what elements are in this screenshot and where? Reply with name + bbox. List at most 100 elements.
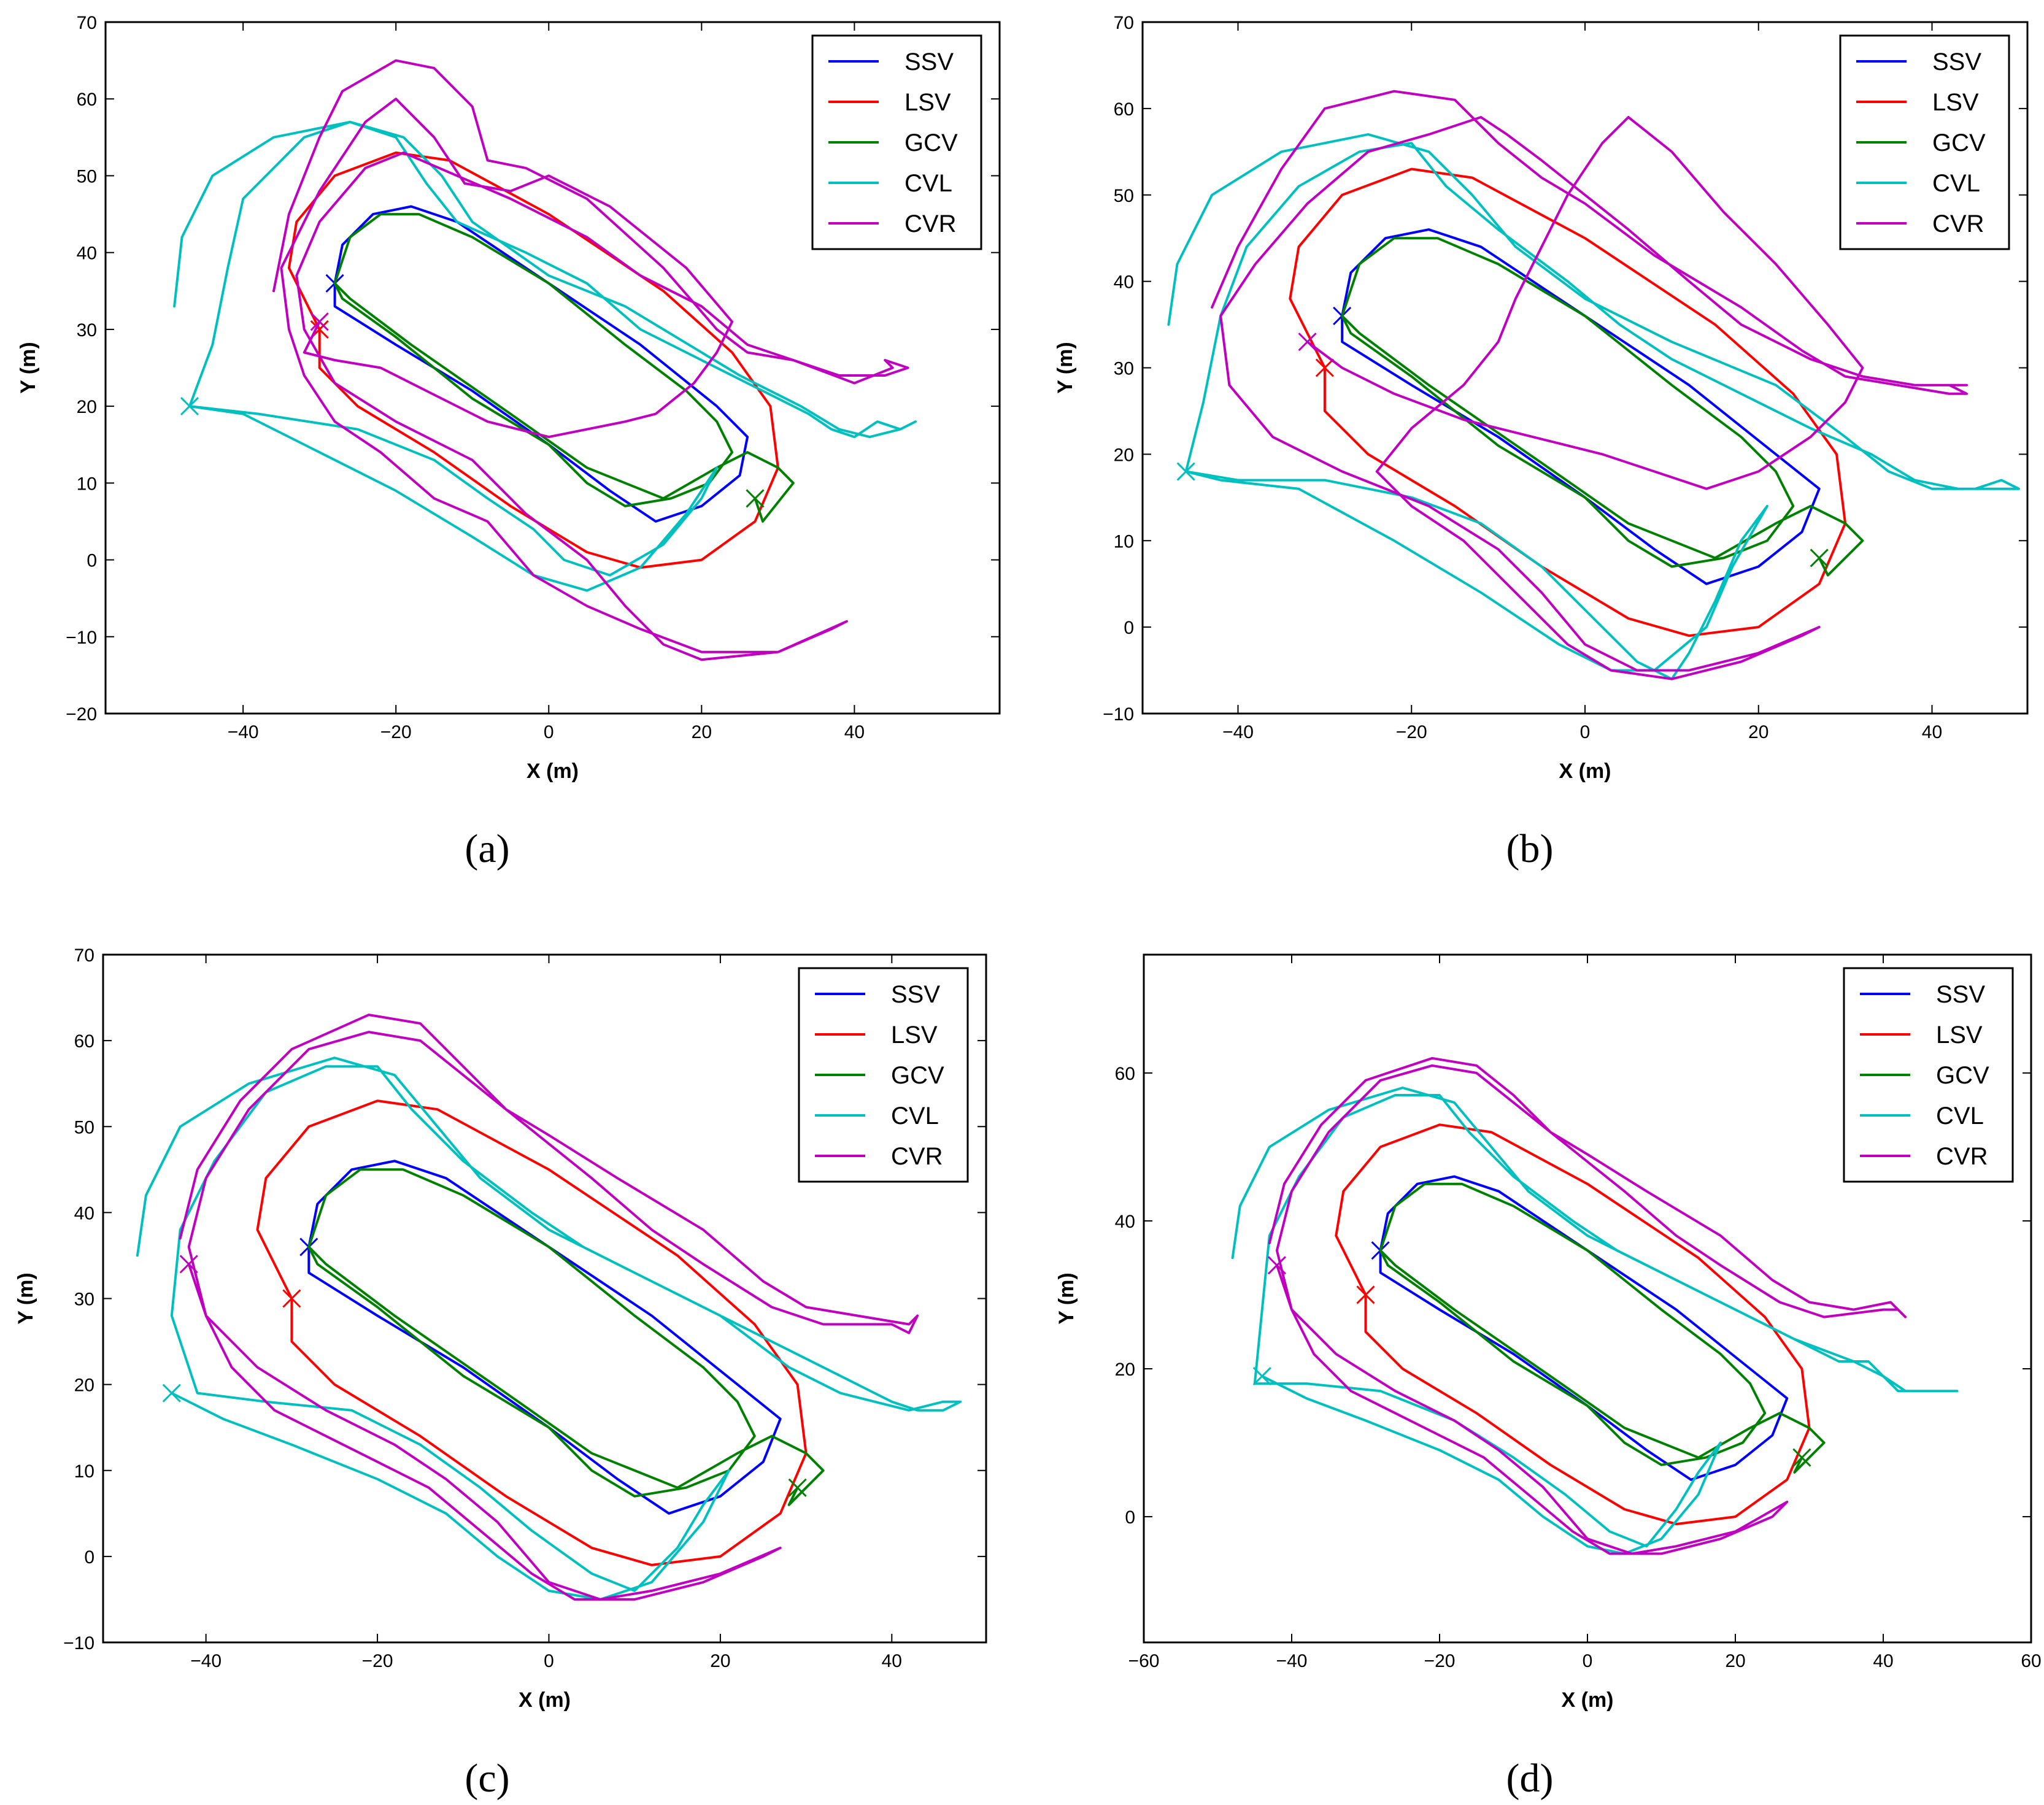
panel-a-ytick-label: 20 [77, 397, 97, 417]
panel-a-legend-label-cvr: CVR [904, 210, 956, 237]
panel-d-ylabel: Y (m) [1055, 1272, 1078, 1324]
panel-a-frame [104, 21, 1001, 715]
panel-b-ytick-label: 20 [1114, 445, 1134, 465]
panel-b-endmark-cvl [1176, 462, 1195, 481]
panel-c-ytick-label: 50 [74, 1117, 94, 1137]
panel-d-endmark-gcv [1792, 1448, 1811, 1467]
panel-d-xtick-label: −40 [1276, 1651, 1308, 1671]
panel-a-legend-label-cvl: CVL [904, 170, 952, 197]
panel-d: −60 −40 −20 0 20 40 60 0 20 40 60 X (m) Y (m) SSV LSV G… [1055, 953, 2042, 1712]
captions: (a) (b) (c) (d) [465, 826, 1553, 1801]
panel-d-endmark-cvr [1267, 1256, 1286, 1275]
panel-d-line-gcv [1379, 1182, 1826, 1474]
panel-d-xtick-label: 40 [1873, 1651, 1893, 1671]
panel-b-series [1167, 90, 2020, 680]
panel-a-ytick-label: 30 [77, 320, 97, 341]
panel-c-ytick-label: 10 [74, 1461, 94, 1482]
panel-c-xtick-label: −20 [362, 1651, 393, 1671]
panel-b-ytick-label: 0 [1124, 618, 1134, 638]
panel-b-ytick-label: 40 [1114, 272, 1134, 293]
panels: −40 −20 0 20 40 −20 −10 0 10 20 30 40 50 60 70 X (m) Y (… [14, 13, 2042, 1712]
panel-a: −40 −20 0 20 40 −20 −10 0 10 20 30 40 50 60 70 X (m) Y (… [17, 13, 1001, 783]
panel-d-line-cvr [1268, 1056, 1907, 1555]
panel-d-line-cvl [1231, 1087, 1959, 1555]
panel-b-endmark-gcv [1810, 548, 1829, 568]
panel-b-xtick-label: 40 [1922, 722, 1942, 742]
panel-a-xtick-label: 0 [544, 722, 554, 742]
panel-a-ytick-label: 70 [77, 13, 97, 33]
panel-c-xtick-label: 40 [882, 1651, 902, 1671]
panel-a-xtick-label: 20 [692, 722, 712, 742]
panel-b-legend-label-gcv: GCV [1932, 129, 1986, 156]
panel-a-xtick-label: 40 [844, 722, 865, 742]
panel-b-ylabel: Y (m) [1054, 342, 1077, 393]
panel-a-ytick-label: 40 [77, 244, 97, 264]
panel-a-legend-label-gcv: GCV [904, 129, 958, 156]
panel-c-xtick-label: 20 [710, 1651, 730, 1671]
panel-a-legend-label-ssv: SSV [904, 48, 954, 75]
caption-b: (b) [1506, 826, 1554, 871]
panel-b-line-lsv [1289, 167, 1847, 637]
panel-c-xtick-label: 0 [544, 1651, 554, 1671]
panel-b-legend: SSV LSV GCV CVL CVR [1839, 34, 2010, 250]
panel-b-xtick-label: 0 [1580, 722, 1591, 742]
panel-d-ytick-label: 20 [1115, 1360, 1135, 1380]
panel-c-line-cvr [179, 1014, 919, 1601]
panel-c-line-lsv [256, 1099, 808, 1566]
panel-d-xtick-label: −20 [1424, 1651, 1456, 1671]
panel-a-endmark-gcv [746, 489, 765, 508]
panel-b-legend-label-cvl: CVL [1932, 170, 1980, 197]
panel-b-line-cvr [1211, 90, 1968, 680]
panel-c-legend-label-cvr: CVR [891, 1143, 943, 1170]
panel-c-line-cvl [136, 1056, 962, 1601]
panel-a-xlabel: X (m) [526, 760, 579, 783]
panel-a-ylabel: Y (m) [17, 342, 40, 393]
panel-b-line-cvl [1167, 133, 2020, 680]
panel-b-legend-label-cvr: CVR [1932, 210, 1984, 237]
panel-c-line-ssv [307, 1160, 782, 1515]
panel-c-ytick-label: 20 [74, 1376, 94, 1396]
panel-b-xtick-label: 20 [1748, 722, 1768, 742]
panel-c-legend: SSV LSV GCV CVL CVR [798, 967, 969, 1183]
panel-a-ytick-label: 0 [87, 551, 97, 571]
panel-d-legend: SSV LSV GCV CVL CVR [1843, 967, 2014, 1183]
panel-b-ytick-label: 60 [1114, 99, 1134, 120]
panel-d-legend-label-lsv: LSV [1936, 1022, 1983, 1049]
panel-b-xtick-label: −40 [1222, 722, 1254, 742]
panel-d-legend-label-cvl: CVL [1936, 1103, 1984, 1130]
panel-c-legend-label-ssv: SSV [891, 981, 940, 1008]
panel-b-legend-label-lsv: LSV [1932, 89, 1979, 116]
panel-d-legend-label-cvr: CVR [1936, 1143, 1988, 1170]
panel-d-ytick-label: 0 [1125, 1507, 1135, 1528]
panel-b-xtick-label: −20 [1396, 722, 1427, 742]
panel-a-endmark-cvr [310, 312, 329, 331]
panel-b-line-gcv [1341, 237, 1864, 577]
panel-c-line-gcv [307, 1168, 825, 1506]
panel-a-line-gcv [333, 213, 795, 523]
panel-a-line-cvr [272, 59, 909, 661]
caption-a-text: (a) [465, 826, 509, 871]
panel-c-ytick-label: 40 [74, 1203, 94, 1223]
panel-d-endmark-cvl [1252, 1366, 1271, 1386]
panel-c-endmark-cvl [162, 1384, 181, 1403]
panel-d-ytick-label: 40 [1115, 1212, 1135, 1232]
panel-d-xtick-label: 60 [2021, 1651, 2041, 1671]
panel-d-line-ssv [1379, 1175, 1789, 1481]
panel-c-ytick-label: 60 [74, 1031, 94, 1052]
panel-c-legend-label-lsv: LSV [891, 1022, 938, 1049]
panel-a-ytick-label: 10 [77, 474, 97, 494]
caption-d-text: (d) [1506, 1756, 1554, 1801]
panel-b-legend-label-ssv: SSV [1932, 48, 1981, 75]
panel-d-series [1231, 1056, 1959, 1555]
panel-a-line-ssv [333, 205, 749, 523]
panel-c-legend-label-gcv: GCV [891, 1062, 944, 1089]
panel-c-xtick-label: −40 [190, 1651, 222, 1671]
panel-b-ytick-label: 10 [1114, 531, 1134, 552]
panel-a-xtick-label: −20 [380, 722, 412, 742]
panel-c-legend-label-cvl: CVL [891, 1103, 939, 1130]
panel-a-ytick-label: 60 [77, 90, 97, 110]
panel-d-xtick-label: −60 [1128, 1651, 1160, 1671]
panel-c-endmark-lsv [282, 1289, 301, 1308]
panel-c-ytick-label: 0 [84, 1547, 94, 1568]
